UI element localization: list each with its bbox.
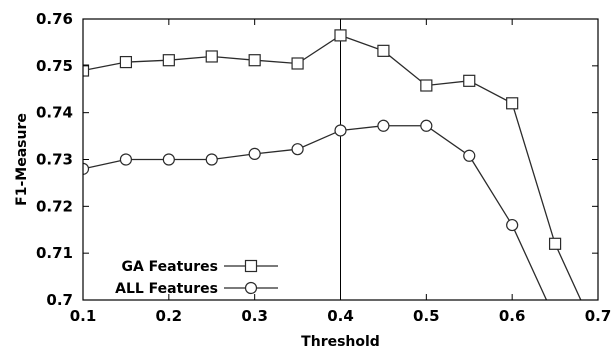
x-tick-label: 0.7	[585, 307, 612, 325]
data-point-square	[548, 237, 562, 250]
legend-label: ALL Features	[115, 281, 218, 297]
data-point-square	[119, 55, 133, 69]
series-all-features	[83, 119, 548, 300]
data-point-circle	[506, 218, 519, 232]
data-point-circle	[463, 149, 476, 162]
data-point-square	[420, 79, 433, 92]
x-tick-label: 0.5	[413, 307, 440, 325]
data-point-circle	[291, 143, 304, 156]
data-point-square	[334, 29, 347, 42]
y-tick-label: 0.71	[36, 244, 73, 262]
y-tick-label: 0.76	[36, 10, 73, 28]
data-point-square	[377, 44, 390, 57]
series-line	[83, 125, 548, 300]
series-ga-features	[83, 29, 582, 300]
x-tick-label: 0.2	[156, 307, 183, 325]
data-point-square	[291, 57, 304, 70]
y-tick-label: 0.72	[36, 197, 73, 215]
y-tick-label: 0.74	[36, 104, 73, 122]
data-point-circle	[162, 153, 175, 166]
x-tick-label: 0.6	[499, 307, 526, 325]
data-point-circle	[420, 119, 433, 132]
data-point-square	[162, 54, 175, 67]
data-point-square	[205, 50, 218, 63]
x-tick-label: 0.1	[70, 307, 97, 325]
x-tick-label: 0.4	[327, 307, 354, 325]
data-point-square	[248, 54, 261, 67]
data-point-circle	[248, 147, 261, 160]
legend-circle-marker	[244, 281, 258, 295]
x-tick-label: 0.3	[241, 307, 268, 325]
data-point-circle	[83, 162, 90, 175]
legend-item-ga-features: GA Features	[121, 259, 278, 275]
ticks-layer: 0.1 0.2 0.3 0.4 0.5 0.6 0.7 0.7 0.71 0.72 0.73 0.74…	[36, 10, 611, 325]
data-point-circle	[205, 153, 218, 166]
y-axis-title: F1-Measure	[14, 113, 30, 206]
data-point-square	[506, 97, 519, 110]
y-tick-label: 0.75	[36, 57, 73, 75]
legend-label: GA Features	[121, 259, 218, 275]
series-layer	[83, 29, 582, 300]
data-point-circle	[119, 153, 133, 166]
y-tick-label: 0.7	[46, 291, 73, 309]
data-point-square	[463, 74, 476, 87]
data-point-circle	[377, 119, 390, 132]
data-point-circle	[334, 124, 347, 137]
legend: GA Features ALL Features	[115, 259, 278, 297]
data-point-square	[83, 64, 90, 77]
legend-square-marker	[244, 259, 258, 273]
legend-item-all-features: ALL Features	[115, 281, 278, 297]
x-axis-title: Threshold	[301, 334, 380, 350]
y-tick-label: 0.73	[36, 151, 73, 169]
